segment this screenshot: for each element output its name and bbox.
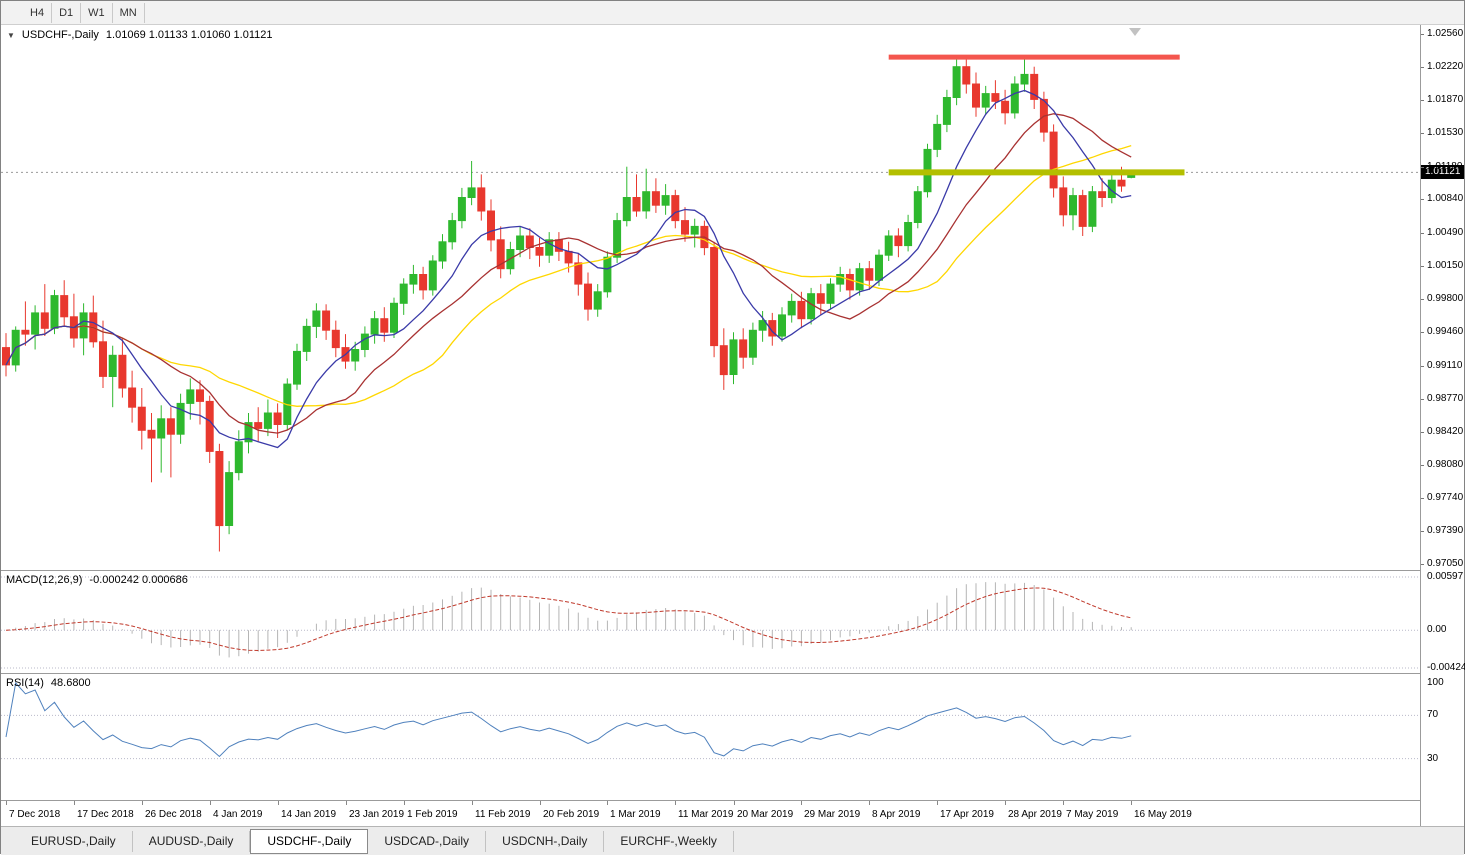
date-axis-label: 17 Apr 2019 [940, 809, 994, 820]
price-axis-label: 0.98770 [1427, 393, 1463, 404]
date-axis[interactable]: 7 Dec 2018 17 Dec 2018 26 Dec 2018 4 Jan 20… [1, 801, 1422, 826]
ma-line-24 [6, 146, 1131, 407]
timeframe-button-d1[interactable]: D1 [52, 3, 81, 23]
date-axis-label: 23 Jan 2019 [349, 809, 404, 820]
macd-panel: MACD(12,26,9) -0.000242 0.000686 [1, 571, 1422, 674]
chart-plots-area: ▼ USDCHF-,Daily 1.01069 1.01133 1.01060 … [1, 25, 1422, 826]
main-chart-canvas[interactable] [1, 25, 1422, 571]
rsi-line [6, 683, 1131, 757]
ma-line-15 [6, 114, 1131, 433]
date-axis-label: 7 Dec 2018 [9, 809, 60, 820]
candles-layer [3, 57, 1135, 551]
timeframe-button-w1[interactable]: W1 [81, 3, 113, 23]
price-axis-label: 0.97050 [1427, 558, 1463, 569]
chart-title: ▼ USDCHF-,Daily 1.01069 1.01133 1.01060 … [7, 29, 273, 41]
chart-tab-bar: EURUSD-,Daily AUDUSD-,Daily USDCHF-,Dail… [1, 826, 1464, 855]
date-axis-label: 1 Feb 2019 [407, 809, 458, 820]
date-axis-label: 1 Mar 2019 [610, 809, 661, 820]
chart-symbol-label: USDCHF-,Daily [22, 29, 99, 41]
date-axis-label: 20 Mar 2019 [737, 809, 793, 820]
tab-usdchf-daily[interactable]: USDCHF-,Daily [250, 829, 368, 854]
price-axis-label: 1.02220 [1427, 61, 1463, 72]
date-axis-label: 26 Dec 2018 [145, 809, 202, 820]
date-axis-label: 17 Dec 2018 [77, 809, 134, 820]
price-axis-label: 1.02560 [1427, 28, 1463, 39]
macd-name: MACD(12,26,9) [6, 574, 82, 586]
macd-values: -0.000242 0.000686 [89, 574, 187, 586]
tab-eurchf-weekly[interactable]: EURCHF-,Weekly [604, 831, 733, 852]
date-axis-label: 16 May 2019 [1134, 809, 1192, 820]
macd-canvas[interactable] [1, 571, 1422, 674]
price-axis-label: 0.99110 [1427, 360, 1462, 371]
price-axis-label: 1.00490 [1427, 227, 1463, 238]
date-axis-label: 29 Mar 2019 [804, 809, 860, 820]
date-axis-label: 11 Mar 2019 [678, 809, 733, 820]
rsi-canvas[interactable] [1, 674, 1422, 801]
price-axis-label: 1.00150 [1427, 260, 1463, 271]
price-axis-label: 0.98420 [1427, 426, 1463, 437]
rsi-axis-label: 70 [1427, 709, 1438, 720]
price-axis-label: 1.01180 [1427, 161, 1462, 172]
date-axis-label: 14 Jan 2019 [281, 809, 336, 820]
price-axis-label: 0.97390 [1427, 525, 1463, 536]
macd-histogram [6, 582, 1131, 657]
chart-dropdown-icon[interactable]: ▼ [7, 31, 15, 40]
timeframe-button-mn[interactable]: MN [113, 3, 145, 23]
macd-label: MACD(12,26,9) -0.000242 0.000686 [6, 574, 188, 586]
price-axis-label: 0.97740 [1427, 492, 1463, 503]
tab-usdcnh-daily[interactable]: USDCNH-,Daily [486, 831, 604, 852]
date-axis-label: 11 Feb 2019 [475, 809, 530, 820]
rsi-axis-label: 30 [1427, 753, 1438, 764]
date-axis-label: 20 Feb 2019 [543, 809, 599, 820]
date-axis-label: 7 May 2019 [1066, 809, 1118, 820]
date-axis-label: 4 Jan 2019 [213, 809, 263, 820]
date-axis-label: 8 Apr 2019 [872, 809, 920, 820]
rsi-axis-label: 100 [1427, 677, 1444, 688]
tab-eurusd-daily[interactable]: EURUSD-,Daily [15, 831, 133, 852]
main-chart-panel: ▼ USDCHF-,Daily 1.01069 1.01133 1.01060 … [1, 25, 1422, 571]
chart-shift-marker-icon[interactable] [1129, 28, 1141, 36]
macd-axis-label: 0.00597 [1427, 571, 1463, 582]
price-axis-label: 0.98080 [1427, 459, 1463, 470]
price-axis-label: 1.01530 [1427, 127, 1463, 138]
tab-usdcad-daily[interactable]: USDCAD-,Daily [368, 831, 486, 852]
tab-audusd-daily[interactable]: AUDUSD-,Daily [133, 831, 251, 852]
price-axis-label: 1.01870 [1427, 94, 1463, 105]
date-axis-label: 28 Apr 2019 [1008, 809, 1062, 820]
price-axis-label: 0.99460 [1427, 326, 1463, 337]
timeframe-button-h4[interactable]: H4 [23, 3, 52, 23]
rsi-panel: RSI(14) 48.6800 [1, 674, 1422, 801]
timeframe-toolbar: H4 D1 W1 MN [1, 1, 1464, 25]
rsi-value: 48.6800 [51, 677, 91, 689]
price-axis-label: 0.99800 [1427, 293, 1463, 304]
rsi-label: RSI(14) 48.6800 [6, 677, 91, 689]
price-axis-label: 1.00840 [1427, 193, 1463, 204]
rsi-name: RSI(14) [6, 677, 44, 689]
chart-ohlc-values: 1.01069 1.01133 1.01060 1.01121 [106, 29, 273, 41]
macd-axis-label: 0.00 [1427, 624, 1446, 635]
macd-axis-label: -0.00424 [1427, 662, 1465, 673]
